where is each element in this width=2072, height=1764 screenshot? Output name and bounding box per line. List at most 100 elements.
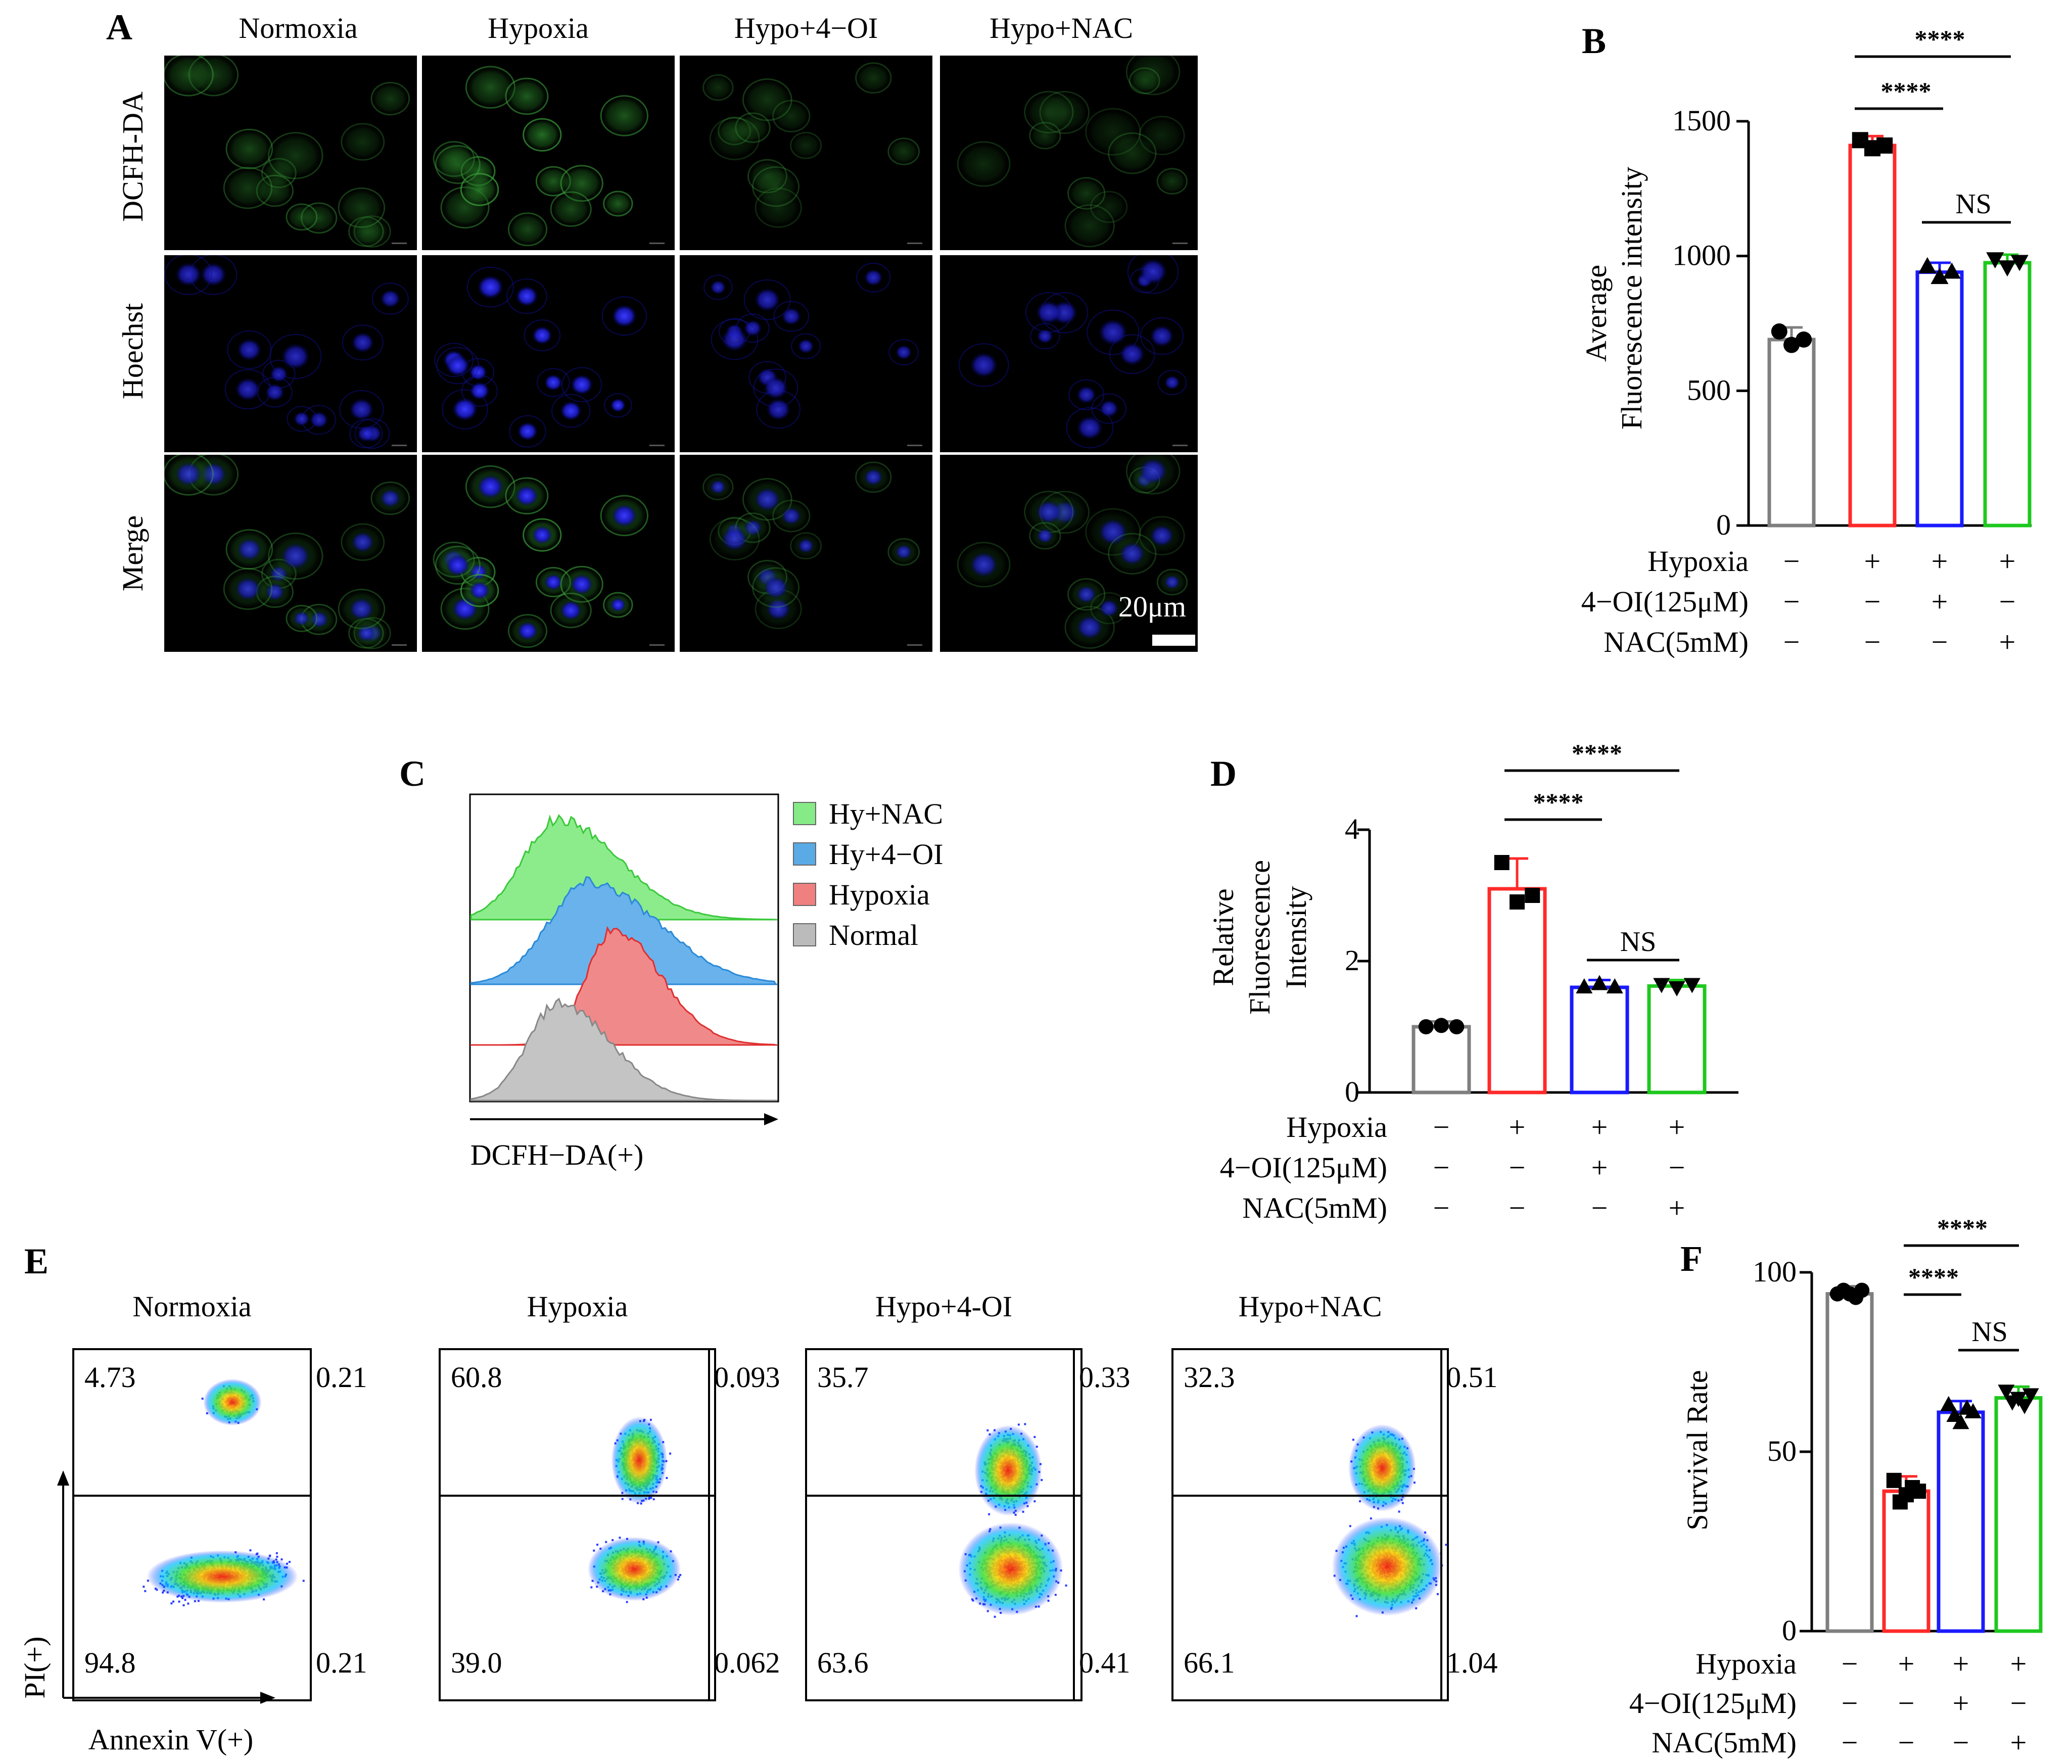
panel-a-col-hypo-4oi: Hypo+4−OI [734, 12, 878, 44]
micrograph-0-1 [422, 56, 675, 250]
cell-nucleus [1138, 458, 1168, 485]
cell-cytoplasm [856, 63, 891, 93]
cell-outline [164, 455, 214, 496]
flow-dot [1359, 1500, 1361, 1503]
data-point [1606, 978, 1623, 993]
cell-cytoplasm [710, 118, 759, 160]
cell-nucleus [611, 304, 637, 328]
flow-dot [621, 1498, 624, 1500]
cell-outline [286, 604, 318, 632]
micrograph-content [434, 266, 647, 448]
flow-dot [1033, 1436, 1036, 1438]
cell-membrane [354, 418, 390, 449]
flow-dot [1041, 1479, 1043, 1481]
y-tick-label: 0 [1345, 1075, 1359, 1108]
treatment-sign: − [1669, 1151, 1685, 1184]
cell-membrane [888, 339, 919, 366]
cell-membrane [1109, 334, 1155, 374]
cell-outline [435, 145, 481, 184]
data-point [1940, 1396, 1957, 1411]
flow-frame-0 [72, 1348, 312, 1701]
cell-cytoplasm [461, 173, 498, 206]
y-tick-label: 4 [1345, 813, 1359, 845]
panel-label-e: E [24, 1241, 49, 1281]
data-point [1876, 137, 1893, 154]
chart-d-ylabel: Relative Fluorescence Intensity [1207, 860, 1312, 1015]
cell-outline [709, 117, 760, 161]
cell-outline [1029, 122, 1061, 150]
cell-nucleus [611, 504, 637, 528]
treatment-sign: + [1669, 1111, 1685, 1143]
data-point [1854, 1282, 1870, 1298]
cell-nucleus [969, 352, 998, 378]
histogram-frame [469, 793, 779, 1103]
cell-nucleus [1098, 318, 1128, 346]
cell-outline [855, 62, 892, 94]
flow-dot [1017, 1423, 1020, 1426]
data-point [1449, 1019, 1465, 1034]
cell-cytoplasm [268, 132, 323, 179]
cell-cytoplasm [466, 66, 515, 108]
flow-dot [1033, 1500, 1036, 1503]
data-point [2022, 1388, 2039, 1404]
cell-membrane [537, 368, 570, 397]
flow-dot [1352, 1439, 1354, 1441]
cell-outline [505, 477, 549, 515]
cell-membrane [461, 375, 498, 407]
flow-dot [652, 1498, 655, 1501]
cell-outline [742, 478, 792, 521]
cell-nucleus [864, 468, 883, 486]
flow-density-core [588, 1537, 681, 1601]
cell-outline [887, 538, 920, 566]
cell-outline [600, 95, 649, 136]
flow-dot [649, 1418, 652, 1421]
micrograph-scale-mark [392, 243, 407, 244]
treatment-sign: + [1953, 1687, 1969, 1720]
cell-nucleus [895, 544, 912, 560]
cell-membrane [753, 368, 798, 408]
cell-nucleus [797, 538, 815, 554]
microscopy-grid [164, 56, 1198, 652]
panel-label-b: B [1582, 21, 1606, 61]
cell-membrane [442, 389, 488, 430]
flow-frame-1 [439, 1348, 716, 1701]
micrograph-content [958, 255, 1187, 449]
micrograph-content [433, 465, 649, 648]
cell-membrane [434, 343, 474, 377]
significance-label: NS [1620, 926, 1657, 958]
cell-nucleus [1037, 328, 1054, 344]
cell-membrane [604, 393, 632, 418]
cell-outline [286, 203, 318, 231]
micrograph-content [702, 62, 920, 228]
significance-label: **** [1533, 788, 1584, 816]
cell-membrane [339, 390, 384, 429]
chart-d-ylabel-line3: Intensity [1280, 886, 1312, 989]
data-point [1998, 1385, 2015, 1400]
quadrant-ur: 0.093 [714, 1361, 780, 1394]
flow-dot [986, 1429, 989, 1432]
legend-swatch-1 [793, 842, 816, 866]
treatment-sign: − [1509, 1151, 1526, 1184]
cell-nucleus [1119, 542, 1145, 566]
cell-cytoplasm [752, 167, 799, 206]
flow-dot [1014, 1513, 1017, 1516]
micrograph-scale-mark [392, 445, 407, 446]
significance-label: **** [1572, 739, 1622, 767]
flow-dot [263, 1598, 265, 1601]
histogram-xlabel: DCFH−DA(+) [470, 1138, 644, 1171]
micrograph-scale-mark [649, 644, 665, 646]
flow-dot [596, 1543, 599, 1546]
cell-outline [550, 191, 592, 227]
cell-membrane [561, 367, 602, 402]
legend-label-0: Hy+NAC [829, 797, 943, 830]
treatment-sign: − [1842, 1726, 1858, 1759]
significance-label: **** [1908, 1263, 1959, 1291]
flow-dots-1 [588, 1416, 682, 1603]
quadrant-ll: 63.6 [817, 1646, 869, 1679]
treatment-sign: − [1842, 1687, 1858, 1720]
quadrant-ul: 60.8 [451, 1361, 502, 1394]
data-point [1783, 337, 1800, 353]
legend-swatch-3 [793, 923, 816, 946]
micrograph-scale-mark [649, 243, 665, 244]
